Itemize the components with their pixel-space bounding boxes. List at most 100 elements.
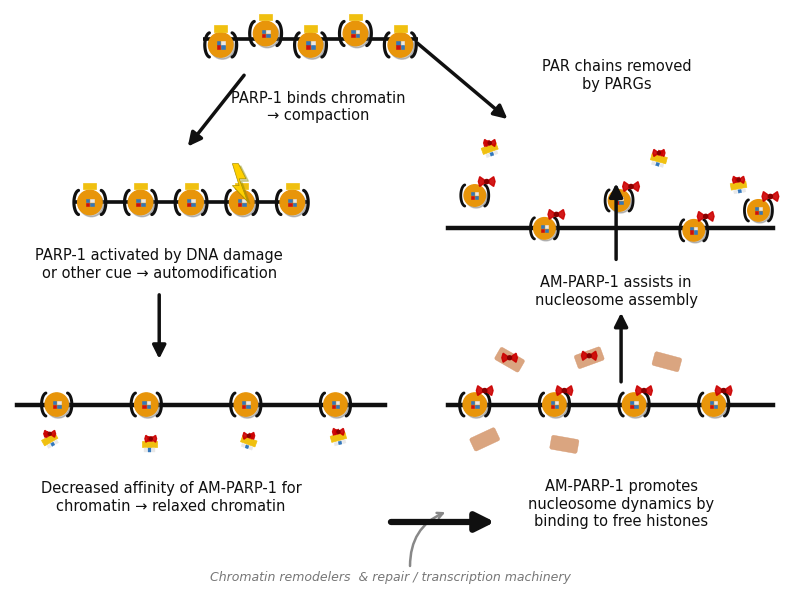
FancyArrowPatch shape [154, 295, 165, 355]
FancyArrowPatch shape [615, 316, 626, 382]
Bar [304, 25, 317, 32]
Polygon shape [333, 428, 338, 435]
Circle shape [236, 395, 259, 418]
Bar [634, 405, 638, 408]
Bar [710, 401, 713, 404]
Bar [630, 401, 634, 404]
Circle shape [80, 192, 103, 217]
Circle shape [704, 214, 708, 219]
Polygon shape [716, 386, 724, 396]
Bar [541, 225, 544, 228]
Text: Decreased affinity of AM-PARP-1 for
chromatin → relaxed chromatin: Decreased affinity of AM-PARP-1 for chro… [41, 481, 302, 513]
Bar [481, 143, 498, 155]
Bar [351, 34, 355, 37]
Bar [755, 207, 758, 210]
Bar [262, 30, 265, 33]
Bar [187, 203, 191, 207]
Text: PARP-1 activated by DNA damage
or other cue → automodification: PARP-1 activated by DNA damage or other … [35, 248, 283, 281]
Circle shape [657, 152, 661, 155]
Polygon shape [762, 191, 771, 201]
Bar [615, 197, 618, 201]
Bar [342, 440, 346, 444]
Bar [311, 45, 314, 49]
Circle shape [737, 178, 740, 181]
Bar [306, 41, 310, 45]
Circle shape [721, 388, 726, 393]
Circle shape [624, 395, 647, 418]
FancyArrowPatch shape [190, 76, 244, 144]
Bar [141, 199, 145, 202]
Bar [187, 199, 191, 202]
Polygon shape [564, 386, 572, 396]
Bar [336, 405, 339, 408]
Bar [475, 196, 478, 199]
Bar [544, 228, 548, 232]
Bar [142, 401, 146, 404]
FancyArrowPatch shape [391, 514, 488, 530]
Text: Chromatin remodelers  & repair / transcription machinery: Chromatin remodelers & repair / transcri… [209, 571, 571, 583]
Circle shape [231, 192, 256, 217]
Bar [306, 45, 310, 49]
Circle shape [610, 191, 631, 213]
Circle shape [543, 393, 566, 416]
Bar [710, 405, 713, 408]
Bar [191, 199, 195, 202]
Bar [57, 405, 60, 408]
Bar [84, 183, 96, 190]
Bar [293, 199, 296, 202]
Circle shape [482, 388, 487, 393]
Bar [86, 199, 89, 202]
Circle shape [128, 190, 153, 214]
Circle shape [508, 356, 512, 360]
Circle shape [749, 202, 771, 223]
Polygon shape [501, 353, 509, 362]
Bar [690, 227, 693, 230]
Bar [146, 405, 150, 408]
Bar [551, 401, 554, 404]
Bar [330, 432, 346, 442]
Bar [288, 203, 292, 207]
Bar [734, 190, 737, 194]
Bar [657, 150, 663, 156]
Bar [41, 433, 58, 446]
Bar [650, 153, 667, 164]
Text: PARP-1 binds chromatin
→ compaction: PARP-1 binds chromatin → compaction [231, 91, 406, 123]
Circle shape [324, 393, 347, 416]
Bar [286, 183, 298, 190]
Bar [86, 203, 89, 207]
Polygon shape [732, 176, 739, 184]
Bar [134, 183, 147, 190]
Circle shape [345, 24, 369, 48]
Circle shape [300, 34, 325, 59]
Polygon shape [659, 149, 665, 156]
Bar [651, 161, 655, 165]
Bar [334, 429, 340, 435]
FancyBboxPatch shape [550, 435, 579, 454]
Circle shape [210, 34, 235, 59]
Polygon shape [771, 191, 778, 201]
Bar [351, 30, 355, 33]
Circle shape [390, 34, 414, 59]
Circle shape [298, 33, 322, 57]
Bar [44, 431, 50, 438]
Bar [217, 45, 220, 49]
Bar [471, 401, 474, 404]
Bar [246, 405, 250, 408]
Polygon shape [589, 351, 597, 360]
Polygon shape [739, 176, 744, 184]
Bar [490, 152, 494, 156]
Bar [245, 445, 249, 449]
Bar [619, 201, 622, 204]
Circle shape [465, 395, 488, 418]
Bar [311, 41, 314, 45]
Circle shape [622, 393, 646, 416]
Bar [47, 444, 51, 448]
Bar [57, 401, 60, 404]
Bar [221, 45, 224, 49]
Polygon shape [484, 140, 490, 147]
Bar [214, 25, 228, 32]
Circle shape [255, 24, 279, 48]
Bar [334, 442, 338, 446]
Polygon shape [49, 431, 56, 437]
Polygon shape [235, 166, 250, 204]
